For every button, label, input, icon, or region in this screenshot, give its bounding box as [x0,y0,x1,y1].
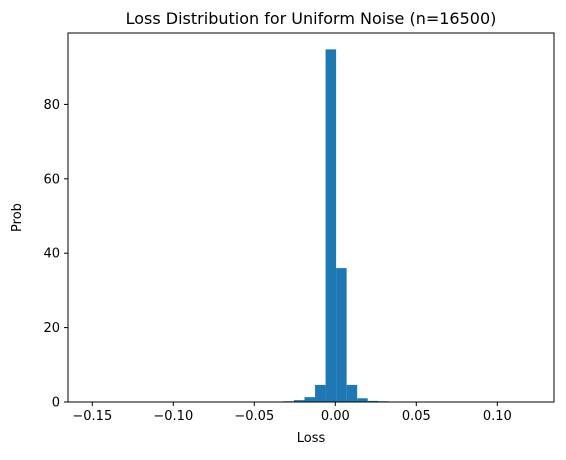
x-tick-label: −0.10 [153,409,193,424]
x-tick-label: −0.05 [234,409,274,424]
histogram-bar-5 [315,385,326,402]
histogram-bar-6 [326,49,337,402]
y-tick-label: 0 [52,396,60,411]
chart-title: Loss Distribution for Uniform Noise (n=1… [126,9,497,28]
y-axis-ticks: 0 20 40 60 80 [43,98,68,411]
x-tick-label: −0.15 [72,409,112,424]
y-tick-label: 40 [43,247,60,262]
plot-frame [68,33,554,402]
histogram-bar-9 [357,398,368,402]
x-tick-label: 0.05 [402,409,431,424]
x-tick-label: 0.00 [321,409,350,424]
x-axis-label: Loss [297,431,326,446]
histogram-bars [262,49,399,402]
y-tick-label: 80 [43,98,60,113]
histogram-bar-4 [305,397,316,402]
histogram-bar-8 [347,385,358,402]
x-tick-label: 0.10 [483,409,512,424]
y-tick-label: 60 [43,172,60,187]
y-axis-label: Prob [10,203,25,232]
histogram-bar-7 [336,268,347,402]
y-tick-label: 20 [43,321,60,336]
x-axis-ticks: −0.15 −0.10 −0.05 0.00 0.05 0.10 [72,402,511,424]
